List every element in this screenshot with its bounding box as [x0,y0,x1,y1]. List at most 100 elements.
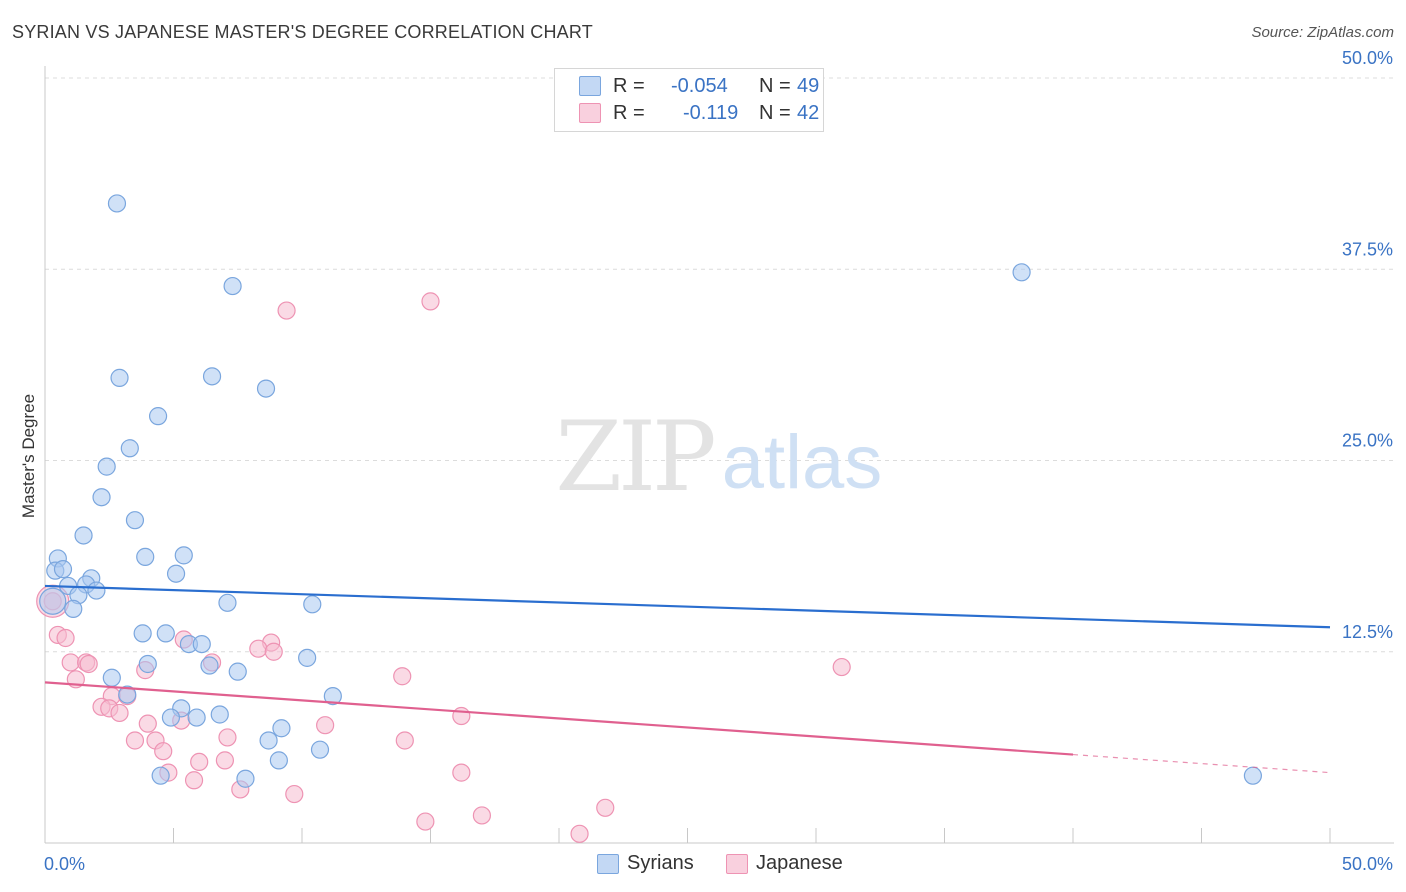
syrian-point [323,687,342,706]
japanese-point [416,812,435,831]
japanese-point [596,798,615,817]
japanese-point [249,639,268,658]
bottom-legend-label-japanese: Japanese [756,852,843,874]
syrian-point [161,708,181,727]
watermark-atlas: atlas [722,420,883,505]
syrian-point [136,547,155,566]
legend-n-label: N = [759,102,791,124]
syrian-point [256,379,276,398]
japanese-point [125,731,145,750]
y-tick-label: 25.0% [1342,431,1393,451]
watermark: ZIP atlas [555,401,882,513]
syrian-point [218,593,237,612]
japanese-point [110,703,129,723]
japanese-point [138,714,157,733]
syrian-point [298,648,317,667]
japanese-point [832,657,851,677]
syrian-point [148,407,168,426]
japanese-point [264,642,283,661]
syrian-point [272,719,291,738]
syrian-point [210,705,229,724]
syrian-point [110,368,129,387]
tick-labels: 12.5% 25.0% 37.5% 50.0% 0.0% 50.0% [44,48,1393,874]
syrian-point [200,656,219,675]
syrian-point [138,654,157,674]
syrian-point [107,194,127,213]
syrian-point [125,511,145,530]
syrian-point [64,599,83,619]
japanese-point [472,806,491,825]
syrian-point [202,367,222,386]
syrian-series [39,194,1263,788]
japanese-point [56,628,75,648]
watermark-zip: ZIP [555,401,714,513]
syrian-point [1243,766,1263,785]
japanese-point [395,731,414,750]
chart-title: SYRIAN VS JAPANESE MASTER'S DEGREE CORRE… [12,22,593,42]
syrian-point [118,685,137,704]
syrian-point [228,662,247,681]
gridlines [45,77,1394,653]
japanese-point [277,301,296,320]
japanese-point [218,728,237,747]
syrian-point [97,457,116,476]
legend-n-label: N = [759,75,791,97]
syrian-point [102,668,121,687]
syrian-point [92,488,111,507]
legend-r-label: R = [613,102,645,124]
japanese-point [570,824,589,843]
japanese-point [79,654,98,674]
bottom-legend-swatch-syrians [597,854,619,874]
syrian-point [166,564,186,583]
japanese-point [421,292,440,311]
japanese-point [393,667,412,686]
japanese-point [184,771,204,790]
syrian-point [310,740,330,759]
syrian-point [174,546,193,565]
japanese-point [452,763,471,782]
japanese-trend-line [44,681,1074,756]
legend-n-value-japanese: 42 [797,102,820,124]
legend-swatch-japanese [579,103,601,123]
japanese-point [61,653,80,672]
japanese-point [190,752,209,772]
syrian-point [53,560,73,579]
trend-lines [44,584,1331,774]
japanese-point [215,751,234,770]
legend-r-value-japanese: -0.119 [683,102,739,124]
syrian-point [303,595,322,614]
syrian-point [223,276,242,296]
syrian-point [259,731,278,750]
source-label: Source: ZipAtlas.com [1251,24,1394,41]
x-tick-label: 50.0% [1342,854,1393,874]
legend-r-label: R = [613,75,645,97]
axes [44,66,1394,844]
y-axis-label: Master's Degree [19,394,38,518]
legend-r-value-syrians: -0.054 [671,75,728,97]
syrian-point [120,439,139,458]
japanese-point [452,706,471,726]
legend-n-value-syrians: 49 [797,75,820,97]
japanese-point [154,742,173,761]
syrian-point [236,769,255,788]
syrian-trend-line [44,584,1331,629]
syrian-cluster-point [39,587,67,615]
japanese-trend-extension [1072,753,1331,774]
syrian-point [87,581,106,600]
syrian-point [151,766,170,785]
japanese-point [316,716,335,735]
japanese-series [36,292,851,843]
japanese-point [285,784,304,804]
syrian-point [156,624,175,643]
syrian-point [1012,263,1031,282]
x-tick-label: 0.0% [44,854,85,874]
y-tick-label: 50.0% [1342,48,1393,68]
y-tick-label: 37.5% [1342,239,1393,259]
correlation-legend: R = -0.054 N = 49 R = -0.119 N = 42 [554,68,824,132]
syrian-point [192,634,211,654]
syrian-point [74,526,93,545]
syrian-point [187,708,206,727]
y-tick-label: 12.5% [1342,622,1393,642]
syrian-point [133,624,152,643]
